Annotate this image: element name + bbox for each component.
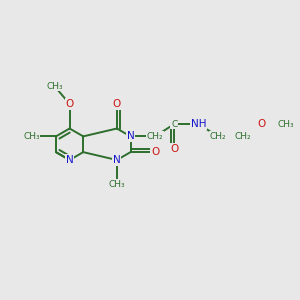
Text: N: N: [113, 155, 121, 165]
Text: CH₃: CH₃: [23, 132, 40, 141]
Text: CH₃: CH₃: [278, 120, 294, 129]
Text: O: O: [113, 99, 121, 109]
Text: CH₃: CH₃: [109, 180, 125, 189]
Text: CH₂: CH₂: [234, 132, 251, 141]
Text: NH: NH: [191, 119, 206, 129]
Text: O: O: [65, 99, 74, 109]
Text: CH₂: CH₂: [147, 132, 164, 141]
Text: O: O: [151, 147, 159, 157]
Text: N: N: [127, 131, 134, 141]
Text: CH₂: CH₂: [209, 132, 226, 141]
Text: O: O: [170, 144, 178, 154]
Text: CH₃: CH₃: [46, 82, 63, 91]
Text: C: C: [171, 120, 177, 129]
Text: O: O: [257, 119, 266, 129]
Text: N: N: [66, 155, 74, 165]
